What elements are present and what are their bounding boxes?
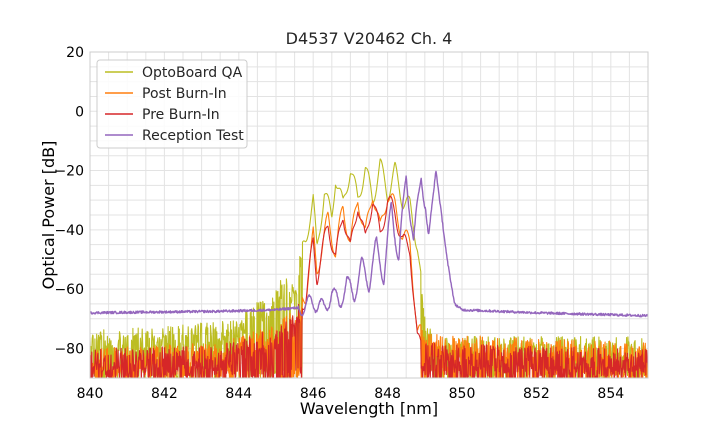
legend-label: Reception Test — [142, 128, 244, 144]
x-tick-label: 844 — [225, 386, 252, 402]
y-tick-label: −60 — [54, 282, 84, 298]
y-tick-label: 20 — [66, 45, 84, 61]
chart-title: D4537 V20462 Ch. 4 — [286, 29, 453, 48]
x-tick-label: 854 — [597, 386, 624, 402]
series-line-reception-test — [90, 170, 648, 318]
legend: OptoBoard QA Post Burn-In Pre Burn-In Recep… — [96, 59, 248, 149]
plot-frame — [89, 51, 649, 379]
y-tick-label: 0 — [75, 104, 84, 120]
x-tick-label: 842 — [151, 386, 178, 402]
x-axis-label: Wavelength [nm] — [300, 399, 438, 418]
legend-label: Pre Burn-In — [142, 107, 220, 123]
x-tick-label: 840 — [77, 386, 104, 402]
y-tick-label: −40 — [54, 223, 84, 239]
legend-label: Post Burn-In — [142, 86, 227, 102]
ticks: 840 842 844 846 848 850 852 854 20 0 −20 −40 −60 −80 — [54, 45, 624, 402]
y-tick-label: −80 — [54, 341, 84, 357]
x-tick-label: 852 — [523, 386, 550, 402]
series-line-pre-burn-in — [90, 195, 648, 378]
y-axis-label: Optical Power [dB] — [39, 141, 58, 290]
legend-box — [96, 59, 248, 149]
x-tick-label: 846 — [300, 386, 327, 402]
x-tick-label: 850 — [449, 386, 476, 402]
legend-label: OptoBoard QA — [142, 65, 243, 81]
plot-area — [90, 158, 648, 378]
x-tick-label: 848 — [374, 386, 401, 402]
y-tick-label: −20 — [54, 164, 84, 180]
